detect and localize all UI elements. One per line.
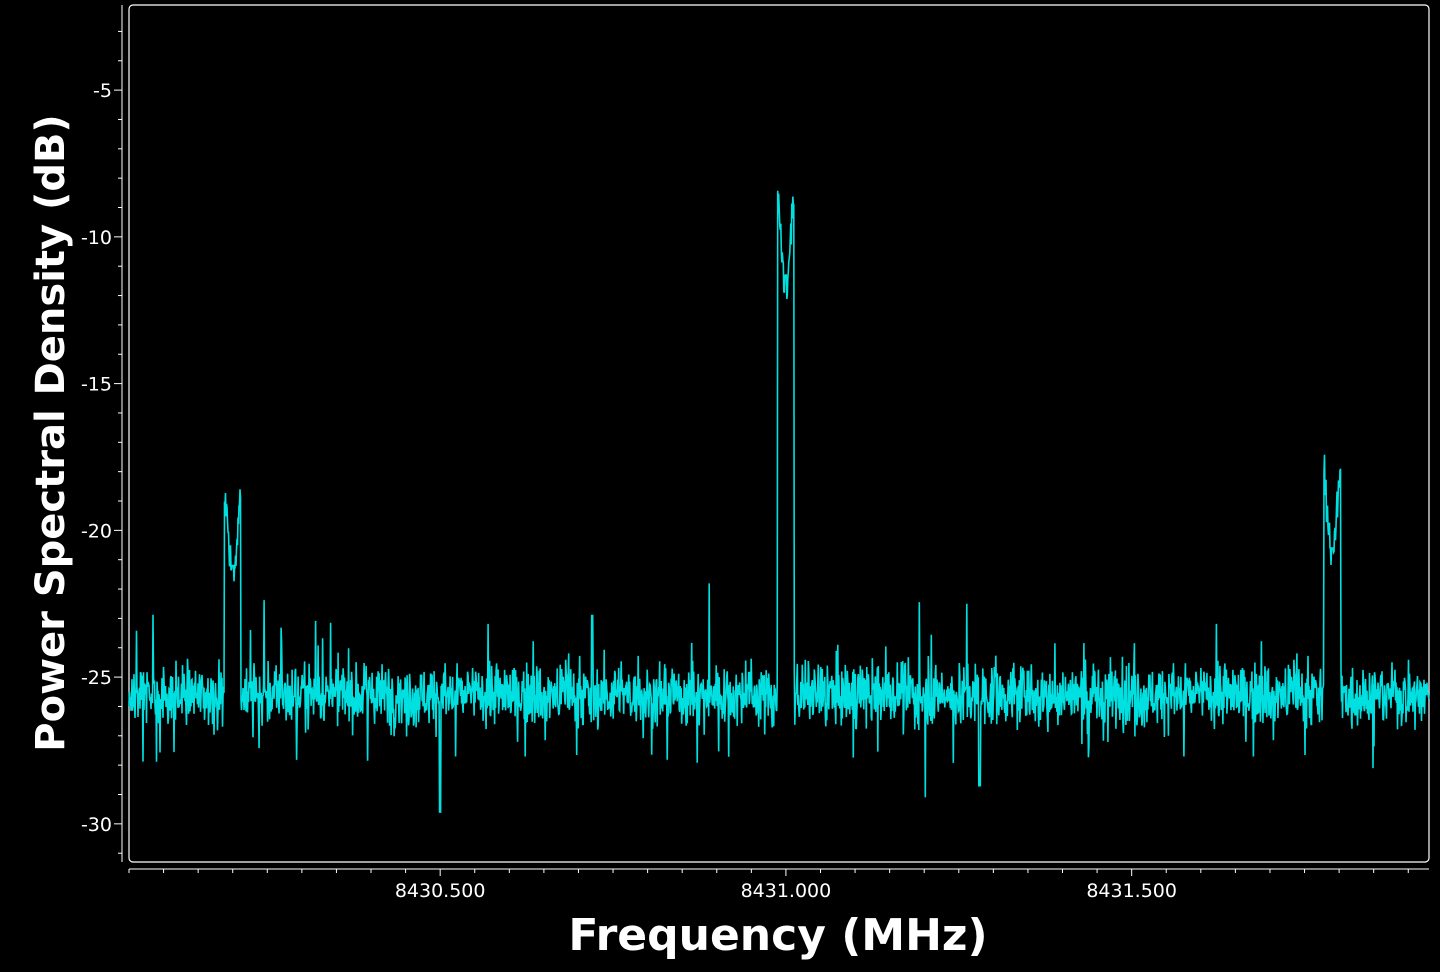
x-axis-title: Frequency (MHz) — [568, 910, 987, 961]
y-tick-label: -5 — [93, 80, 112, 102]
x-tick-label: 8430.500 — [395, 880, 486, 902]
y-tick-label: -10 — [81, 227, 112, 249]
y-axis-title: Power Spectral Density (dB) — [28, 114, 74, 751]
y-tick-label: -25 — [81, 667, 112, 689]
y-tick-label: -20 — [81, 520, 112, 542]
y-axis-ticks: -30 -25 -20 -15 -10 -5 — [81, 30, 122, 854]
x-tick-label: 8431.500 — [1086, 880, 1177, 902]
y-tick-label: -30 — [81, 814, 112, 836]
series-line — [128, 190, 1430, 813]
plot-area — [128, 4, 1430, 863]
y-tick-label: -15 — [81, 374, 112, 396]
x-tick-label: 8431.000 — [741, 880, 832, 902]
x-axis-ticks: 8430.500 8431.000 8431.500 — [128, 869, 1409, 902]
